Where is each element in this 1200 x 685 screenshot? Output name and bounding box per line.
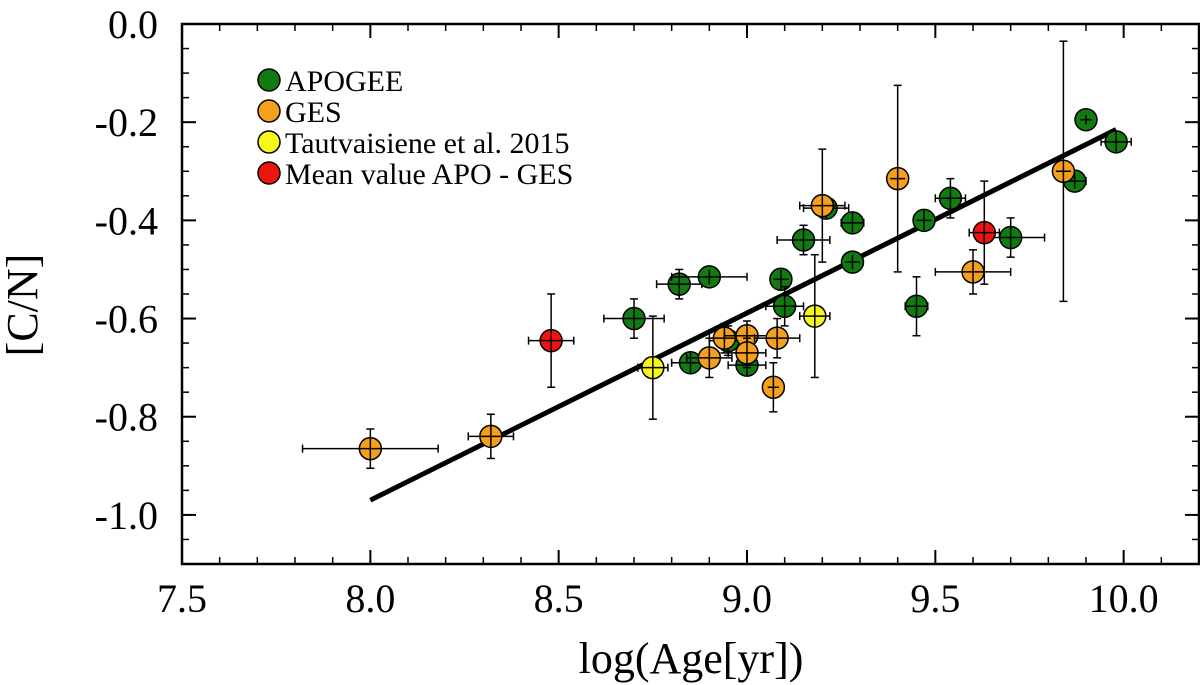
x-tick-label: 9.0 bbox=[722, 576, 772, 621]
series-mean-value-apo-ges bbox=[527, 180, 1001, 389]
y-axis-title: [C/N] bbox=[0, 254, 47, 357]
legend-marker bbox=[257, 130, 281, 154]
legend-label: APOGEE bbox=[285, 65, 403, 98]
y-tick-label: -0.2 bbox=[95, 100, 158, 145]
legend-marker bbox=[257, 161, 281, 185]
tick-labels: 7.5 8.0 8.5 9.0 9.5 10.0 0.0 -0.2 -0.4 -0.6 -0.8 -1… bbox=[95, 2, 1159, 621]
x-tick-label: 8.5 bbox=[534, 576, 584, 621]
series-ges bbox=[301, 40, 1076, 470]
x-tick-label: 10.0 bbox=[1089, 576, 1159, 621]
y-tick-label: -0.4 bbox=[95, 198, 158, 243]
axis-ticks bbox=[181, 23, 1200, 565]
legend-marker bbox=[257, 68, 281, 92]
x-tick-label: 8.0 bbox=[345, 576, 395, 621]
legend-label: Tautvaisiene et al. 2015 bbox=[285, 127, 569, 160]
data-points bbox=[301, 40, 1132, 470]
y-tick-label: -0.6 bbox=[95, 297, 158, 342]
legend-marker bbox=[257, 99, 281, 123]
legend-label: Mean value APO - GES bbox=[285, 158, 573, 191]
x-tick-label: 7.5 bbox=[157, 576, 207, 621]
y-tick-label: -1.0 bbox=[95, 493, 158, 538]
series-tautvaisiene-et-al-2015 bbox=[637, 253, 831, 420]
y-tick-label: 0.0 bbox=[108, 2, 158, 47]
x-axis-title: log(Age[yr]) bbox=[579, 634, 804, 683]
series-apogee bbox=[603, 107, 1132, 377]
legend-label: GES bbox=[285, 96, 342, 129]
x-tick-label: 9.5 bbox=[910, 576, 960, 621]
y-tick-label: -0.8 bbox=[95, 395, 158, 440]
